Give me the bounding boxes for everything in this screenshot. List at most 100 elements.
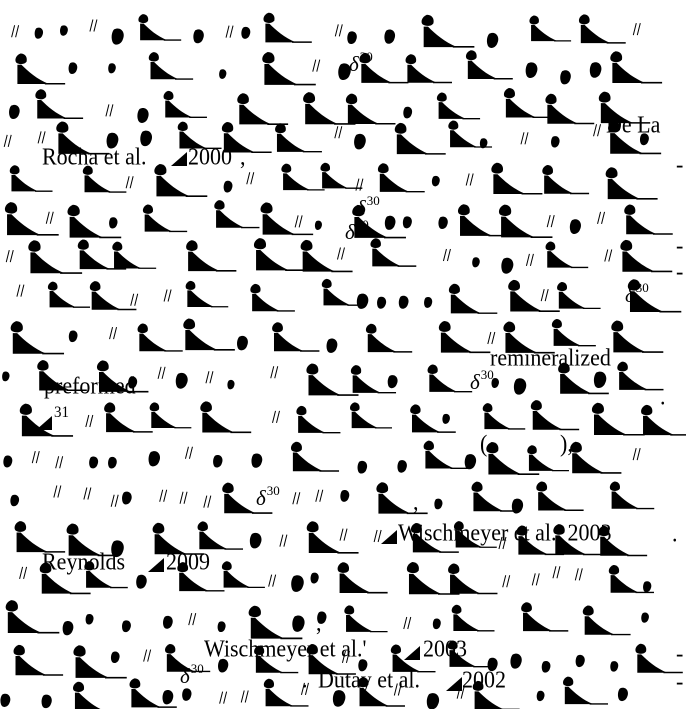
glyph-noise-blob (560, 70, 571, 85)
glyph-noise-blob (249, 532, 262, 549)
glyph-noise-bird (451, 604, 495, 632)
glyph-noise-blob (426, 693, 440, 709)
citation-year-2000: 2000 (188, 142, 232, 170)
glyph-noise-blob (487, 657, 498, 672)
glyph-noise-bird (35, 89, 84, 119)
glyph-noise-mark (203, 495, 212, 508)
citation-year-2003: 2003 (423, 634, 467, 662)
glyph-noise-blob (9, 104, 20, 119)
glyph-noise-blob (122, 491, 132, 505)
triangle-marker (36, 416, 52, 430)
glyph-noise-mark (373, 529, 382, 543)
glyph-noise-bird (260, 202, 314, 236)
glyph-noise-mark (341, 650, 350, 663)
glyph-noise-bird (197, 521, 244, 550)
glyph-noise-bird (200, 401, 252, 434)
glyph-noise-bird (536, 481, 584, 511)
glyph-noise-mark (393, 683, 402, 696)
glyph-noise-blob (140, 130, 153, 147)
glyph-noise-mark (552, 566, 561, 579)
glyph-noise-mark (179, 491, 188, 504)
glyph-noise-mark (292, 492, 301, 505)
glyph-noise-bird (221, 561, 265, 589)
glyph-noise-bird (423, 440, 469, 469)
glyph-noise-bird (253, 238, 307, 271)
glyph-noise-mark (574, 568, 583, 581)
glyph-noise-blob (3, 455, 13, 468)
glyph-noise-bird (427, 364, 473, 393)
glyph-noise-bird (5, 600, 60, 634)
glyph-noise-mark (520, 132, 529, 145)
glyph-noise-bird (248, 605, 303, 640)
glyph-noise-bird (624, 204, 673, 235)
glyph-noise-blob (617, 687, 628, 702)
line-dash: - (676, 667, 684, 695)
glyph-noise-mark (5, 249, 14, 263)
citation-year-2009: 2009 (166, 547, 210, 575)
glyph-noise-bird (306, 644, 356, 675)
glyph-noise-mark (300, 682, 309, 695)
glyph-noise-blob (541, 660, 551, 673)
glyph-noise-mark (465, 173, 474, 186)
delta-si-symbol: δ30 (349, 49, 373, 76)
comma: , (316, 608, 322, 636)
glyph-noise-blob (41, 694, 52, 709)
glyph-noise-bird (465, 50, 513, 80)
citation-wischmeyer-2: Wischmeyer et al.' (204, 634, 367, 662)
glyph-noise-mark (268, 574, 277, 587)
glyph-noise-bird (627, 279, 682, 313)
glyph-noise-bird (542, 165, 590, 195)
glyph-noise-blob (68, 330, 78, 343)
glyph-noise-blob (593, 371, 607, 389)
glyph-noise-mark (159, 489, 168, 502)
glyph-noise-mark (525, 253, 534, 266)
glyph-noise-mark (272, 410, 280, 424)
glyph-noise-bird (73, 645, 127, 679)
glyph-noise-blob (491, 378, 499, 388)
glyph-noise-bird (275, 123, 322, 153)
triangle-marker (381, 530, 397, 544)
glyph-noise-bird (447, 640, 491, 668)
glyph-noise-mark (205, 371, 214, 384)
glyph-noise-bird (508, 279, 560, 312)
glyph-noise-bird (15, 53, 66, 85)
glyph-noise-mark (31, 451, 40, 464)
delta-si-symbol: δ30 (470, 367, 494, 394)
glyph-noise-bird (582, 605, 631, 636)
glyph-noise-bird (10, 321, 65, 355)
glyph-noise-bird (357, 677, 405, 707)
glyph-noise-bird (635, 643, 683, 674)
glyph-noise-bird (165, 644, 211, 673)
glyph-noise-bird (344, 605, 388, 633)
glyph-noise-bird (410, 404, 456, 433)
glyph-noise-bird (598, 91, 651, 124)
glyph-noise-bird (56, 121, 110, 155)
glyph-noise-mark (632, 22, 641, 36)
glyph-noise-bird (183, 318, 235, 351)
glyph-noise-bird (221, 122, 272, 154)
citation-de-la: De La (606, 110, 661, 138)
glyph-noise-bird (610, 51, 663, 84)
glyph-noise-blob (68, 62, 78, 74)
glyph-noise-blob (551, 136, 560, 148)
glyph-noise-bird (370, 238, 417, 267)
glyph-noise-bird (349, 402, 392, 429)
glyph-noise-mark (55, 456, 64, 469)
glyph-noise-mark (294, 215, 303, 228)
glyph-noise-blob (60, 25, 68, 36)
glyph-noise-blob (354, 133, 366, 150)
glyph-noise-blob (0, 693, 11, 707)
glyph-noise-blob (464, 454, 477, 470)
glyph-noise-bird (421, 14, 475, 48)
glyph-noise-blob (219, 69, 227, 79)
line-dash: - (676, 231, 684, 259)
triangle-marker (404, 646, 420, 660)
glyph-noise-blob (89, 456, 99, 469)
glyph-noise-bird (530, 400, 580, 431)
glyph-noise-bird (96, 360, 149, 393)
glyph-noise-bird (611, 320, 664, 353)
period: . (660, 382, 666, 410)
glyph-noise-blob (128, 376, 138, 389)
glyph-noise-blob (402, 216, 412, 229)
delta-si-symbol: δ30 (625, 280, 649, 307)
